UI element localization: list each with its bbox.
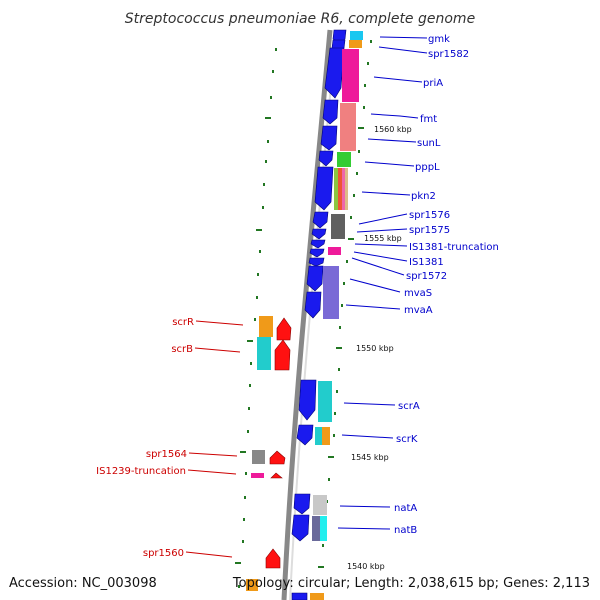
feature-bar-scrK-b xyxy=(322,427,330,445)
kbp-marker-1540: 1540 kbp xyxy=(347,562,385,571)
label-scrB: scrB xyxy=(171,344,193,355)
gene-arrow-bottom xyxy=(291,592,308,600)
label-IS1239-truncation: IS1239-truncation xyxy=(96,466,186,477)
kbp-marker-1545: 1545 kbp xyxy=(351,453,389,462)
feature-bar-natB-b xyxy=(320,516,327,541)
gene-arrow-spr1575 xyxy=(311,228,327,240)
map-title: Streptococcus pneumoniae R6, complete ge… xyxy=(125,11,475,27)
reverse-leader-lines xyxy=(185,320,244,558)
gene-arrow-IS1381 xyxy=(309,248,325,258)
scale-ticks xyxy=(235,48,277,588)
gene-arrow-pkn2 xyxy=(314,166,334,211)
label-spr1575: spr1575 xyxy=(409,225,450,236)
reverse-feature-bars xyxy=(246,316,273,591)
feature-bar-fmt xyxy=(340,103,356,151)
gene-arrow-scrR xyxy=(276,317,292,341)
feature-bar-scrR xyxy=(259,316,273,337)
feature-bar-spr1560 xyxy=(246,579,258,591)
feature-bar-IS1239-truncation xyxy=(251,473,264,478)
gene-arrow-IS1381-truncation xyxy=(310,239,326,249)
gene-arrow-priA xyxy=(324,47,345,99)
gene-arrow-scrK xyxy=(296,424,314,446)
forward-gene-arrows xyxy=(291,29,347,600)
gene-arrow-natB xyxy=(291,514,310,542)
forward-leader-lines xyxy=(337,36,428,530)
feature-bar-spr1564 xyxy=(252,450,265,464)
gene-arrow-natA xyxy=(293,493,311,515)
label-sunL: sunL xyxy=(417,138,441,149)
label-mvaS: mvaS xyxy=(404,288,432,299)
label-spr1572: spr1572 xyxy=(406,271,447,282)
label-spr1582: spr1582 xyxy=(428,49,469,60)
forward-feature-bars xyxy=(310,31,363,600)
label-scrA: scrA xyxy=(398,401,420,412)
feature-bar-bottom xyxy=(310,593,324,600)
feature-bar-IS1381 xyxy=(328,247,341,255)
label-pkn2: pkn2 xyxy=(411,191,436,202)
feature-bar-scrA xyxy=(318,381,332,422)
feature-bar-scrK-a xyxy=(315,427,322,445)
gene-arrow-spr1576 xyxy=(312,211,329,229)
gene-arrow-fmt xyxy=(322,99,339,125)
feature-bar-natA xyxy=(313,495,327,515)
kbp-marker-1560: 1560 kbp xyxy=(374,125,412,134)
label-natB: natB xyxy=(394,525,417,536)
kbp-marker-1550: 1550 kbp xyxy=(356,344,394,353)
label-IS1381: IS1381 xyxy=(409,257,444,268)
label-gmk: gmk xyxy=(428,34,450,45)
feature-bar-pkn2-d xyxy=(345,168,348,210)
feature-bar-pkn2-a xyxy=(334,168,338,210)
feature-bar-mvaS xyxy=(323,266,339,319)
feature-bar-priA xyxy=(342,49,359,102)
label-pppL: pppL xyxy=(415,162,440,173)
feature-bar-gmk xyxy=(350,31,363,40)
feature-bar-pkn2-b xyxy=(338,168,342,210)
gene-arrow-mvaA xyxy=(304,291,322,319)
label-spr1576: spr1576 xyxy=(409,210,450,221)
kbp-marker-1555: 1555 kbp xyxy=(364,234,402,243)
gene-arrow-mvaS xyxy=(306,265,324,292)
feature-bar-pkn2-c xyxy=(342,168,345,210)
gene-arrow-sunL xyxy=(320,125,338,151)
topology-text: Topology: circular; Length: 2,038,615 bp… xyxy=(232,576,590,591)
gene-arrow-spr1572 xyxy=(308,257,325,267)
forward-gene-labels: gmk spr1582 priA fmt sunL pppL pkn2 spr1… xyxy=(394,34,499,536)
label-IS1381-truncation: IS1381-truncation xyxy=(409,242,499,253)
feature-bar-spr1576 xyxy=(331,214,345,239)
gene-arrow-spr1564 xyxy=(269,450,286,465)
label-scrK: scrK xyxy=(396,434,418,445)
gene-arrow-pppL xyxy=(318,150,334,167)
feature-bar-natB-a xyxy=(312,516,320,541)
label-mvaA: mvaA xyxy=(404,305,433,316)
gene-arrow-scrB xyxy=(274,339,291,371)
gene-arrow-IS1239-truncation xyxy=(270,472,283,479)
label-scrR: scrR xyxy=(172,317,194,328)
reverse-gene-labels: scrR scrB spr1564 IS1239-truncation spr1… xyxy=(96,317,194,559)
feature-bar-spr1582 xyxy=(349,40,362,48)
label-spr1560: spr1560 xyxy=(143,548,184,559)
label-fmt: fmt xyxy=(420,114,437,125)
feature-bar-pppL xyxy=(337,152,351,167)
label-spr1564: spr1564 xyxy=(146,449,187,460)
label-priA: priA xyxy=(423,78,443,89)
accession-text: Accession: NC_003098 xyxy=(9,576,157,591)
label-natA: natA xyxy=(394,503,417,514)
gene-arrow-spr1560 xyxy=(265,548,281,569)
reverse-gene-arrows xyxy=(265,317,292,569)
feature-bar-scrB xyxy=(257,337,271,370)
gene-arrow-scrA xyxy=(298,379,317,421)
